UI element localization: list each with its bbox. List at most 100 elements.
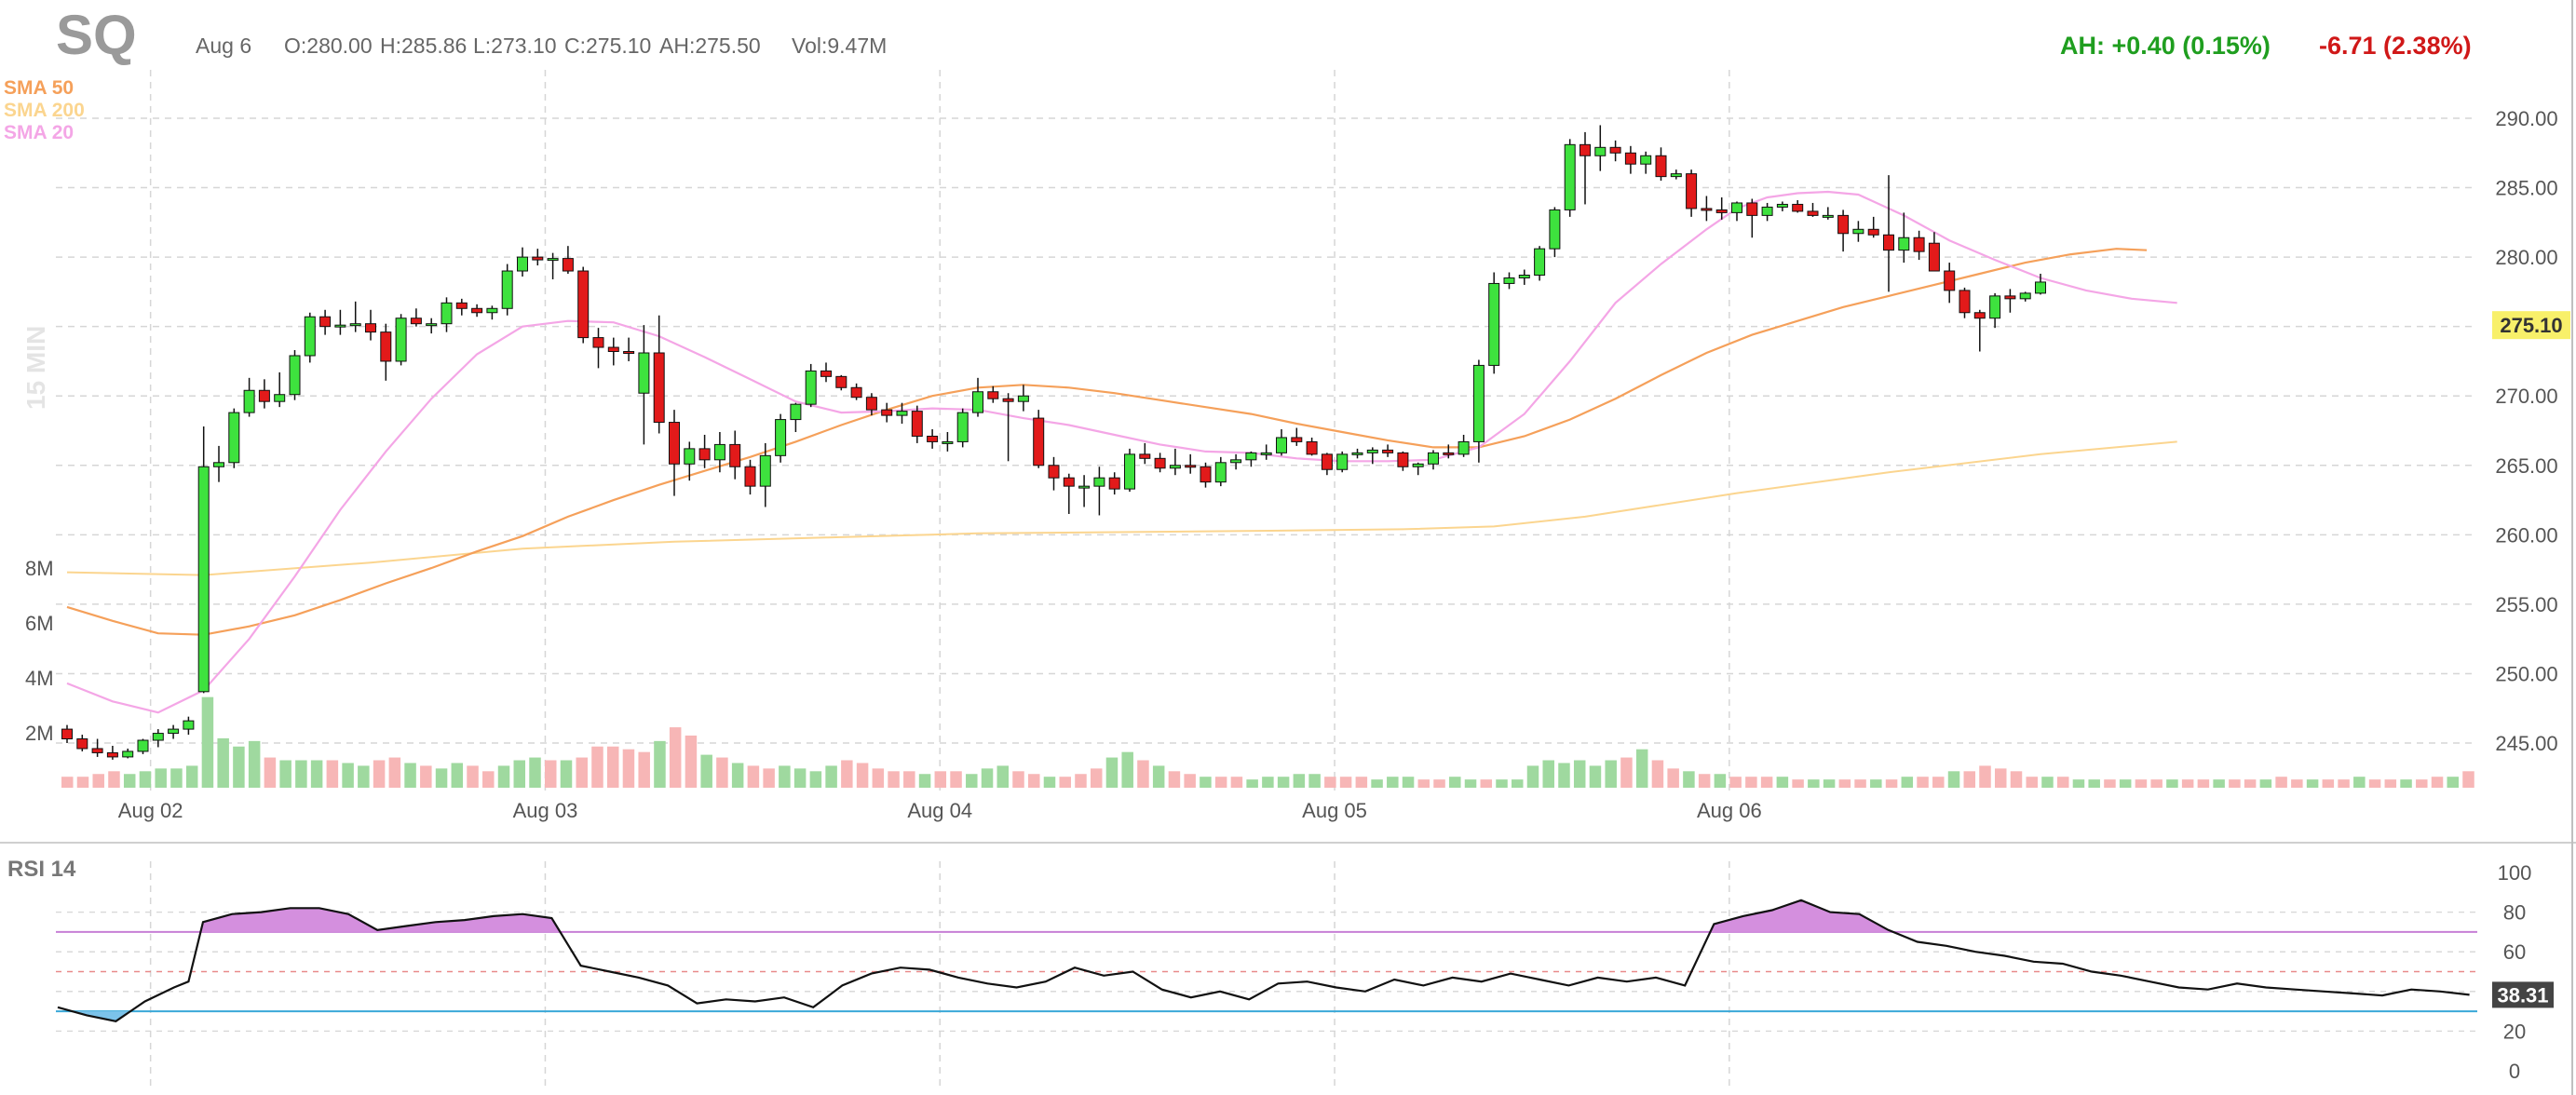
candle-body <box>1078 485 1091 489</box>
candle-body <box>1169 465 1181 469</box>
volume-bar <box>497 765 510 788</box>
candle-body <box>1761 206 1773 216</box>
candle-body <box>1397 452 1409 467</box>
candle-body <box>1715 209 1728 213</box>
volume-bar <box>2229 779 2241 788</box>
volume-bar <box>1558 763 1570 788</box>
header-volume: Vol:9.47M <box>792 34 887 58</box>
candle-body <box>1989 295 2001 319</box>
candle-body <box>410 318 422 325</box>
volume-bar <box>1854 779 1866 788</box>
candle-body <box>1564 143 1576 210</box>
candle-body <box>471 307 483 314</box>
volume-bar <box>1651 760 1664 788</box>
volume-tick-label: 2M <box>25 722 54 745</box>
candle-body <box>1959 290 1971 314</box>
candle-body <box>1686 173 1698 210</box>
volume-bar <box>654 740 666 788</box>
candle-body <box>1822 214 1834 218</box>
volume-bar <box>310 760 323 788</box>
volume-bar <box>76 777 89 788</box>
volume-bar <box>451 763 464 788</box>
volume-bar <box>2416 779 2428 788</box>
candle-body <box>972 391 983 413</box>
candle-body <box>956 412 969 442</box>
after-hours-change: AH: +0.40 (0.15%) <box>2060 32 2271 60</box>
candle-body <box>1852 228 1864 235</box>
candle-body <box>1973 312 1986 319</box>
candle-body <box>1276 437 1287 453</box>
volume-bar <box>1745 777 1757 788</box>
volume-bar <box>2213 779 2225 788</box>
volume-bar <box>1776 777 1789 788</box>
candle-body <box>1792 203 1804 212</box>
candle-body <box>304 316 316 357</box>
volume-bar <box>185 765 198 788</box>
volume-bar <box>856 763 869 788</box>
candle-body <box>1306 440 1318 455</box>
volume-bar <box>1512 779 1524 788</box>
volume-bar <box>2338 779 2350 788</box>
candle-body <box>1883 234 1894 251</box>
volume-bar <box>1230 777 1243 788</box>
candle-body <box>1898 237 1910 251</box>
volume-bar <box>1168 771 1181 788</box>
candle-body <box>1443 452 1455 455</box>
candle-body <box>592 337 604 348</box>
candle-body <box>441 302 453 325</box>
price-grid <box>56 70 2477 1089</box>
candle-body <box>1048 465 1060 479</box>
volume-bar <box>1480 779 1493 788</box>
date-label: Aug 05 <box>1302 799 1367 822</box>
candle-body <box>380 331 392 362</box>
candle-body <box>274 394 286 402</box>
candle-body <box>927 435 939 442</box>
candle-body <box>486 307 498 314</box>
volume-bar <box>669 727 682 788</box>
candle-body <box>1033 417 1045 466</box>
date-label: Aug 02 <box>118 799 183 822</box>
candle-body <box>152 733 164 741</box>
candle-body <box>2019 292 2031 300</box>
legend-sma20: SMA 20 <box>4 122 74 143</box>
volume-bar <box>1277 777 1290 788</box>
volume-bar <box>1963 771 1976 788</box>
candle-body <box>850 386 862 399</box>
volume-bar <box>1137 760 1149 788</box>
volume-bar <box>92 774 104 788</box>
candle-body <box>395 318 407 362</box>
candle-body <box>1534 248 1546 276</box>
volume-bar <box>1542 760 1554 788</box>
candle-body <box>1640 155 1652 165</box>
volume-bar <box>1449 777 1461 788</box>
candle-body <box>1655 155 1667 178</box>
candle-body <box>319 316 332 328</box>
candle-body <box>669 422 680 465</box>
candle-body <box>1366 449 1378 453</box>
volume-bar <box>2447 777 2460 788</box>
candle-body <box>1549 209 1561 250</box>
volume-bar <box>793 768 807 788</box>
volume-bar <box>295 760 307 788</box>
volume-bar <box>1105 757 1119 788</box>
candle-body <box>1108 477 1120 490</box>
candle-body <box>1185 465 1197 468</box>
volume-bar <box>1417 779 1430 788</box>
volume-bar <box>1200 777 1212 788</box>
volume-bar <box>825 765 837 788</box>
volume-bar <box>1355 777 1368 788</box>
header-after-hours: AH:275.50 <box>659 34 761 58</box>
candle-body <box>1670 173 1682 178</box>
volume-bar <box>2135 779 2148 788</box>
volume-bar <box>435 768 448 788</box>
candle-body <box>1944 270 1956 291</box>
price-tick-label: 280.00 <box>2495 246 2557 269</box>
day-change: -6.71 (2.38%) <box>2319 32 2472 60</box>
candle-body <box>365 323 376 333</box>
candle-body <box>775 419 787 456</box>
candle-body <box>1837 214 1850 235</box>
candle-body <box>759 454 771 487</box>
candle-body <box>289 355 301 396</box>
volume-bar <box>2291 779 2303 788</box>
